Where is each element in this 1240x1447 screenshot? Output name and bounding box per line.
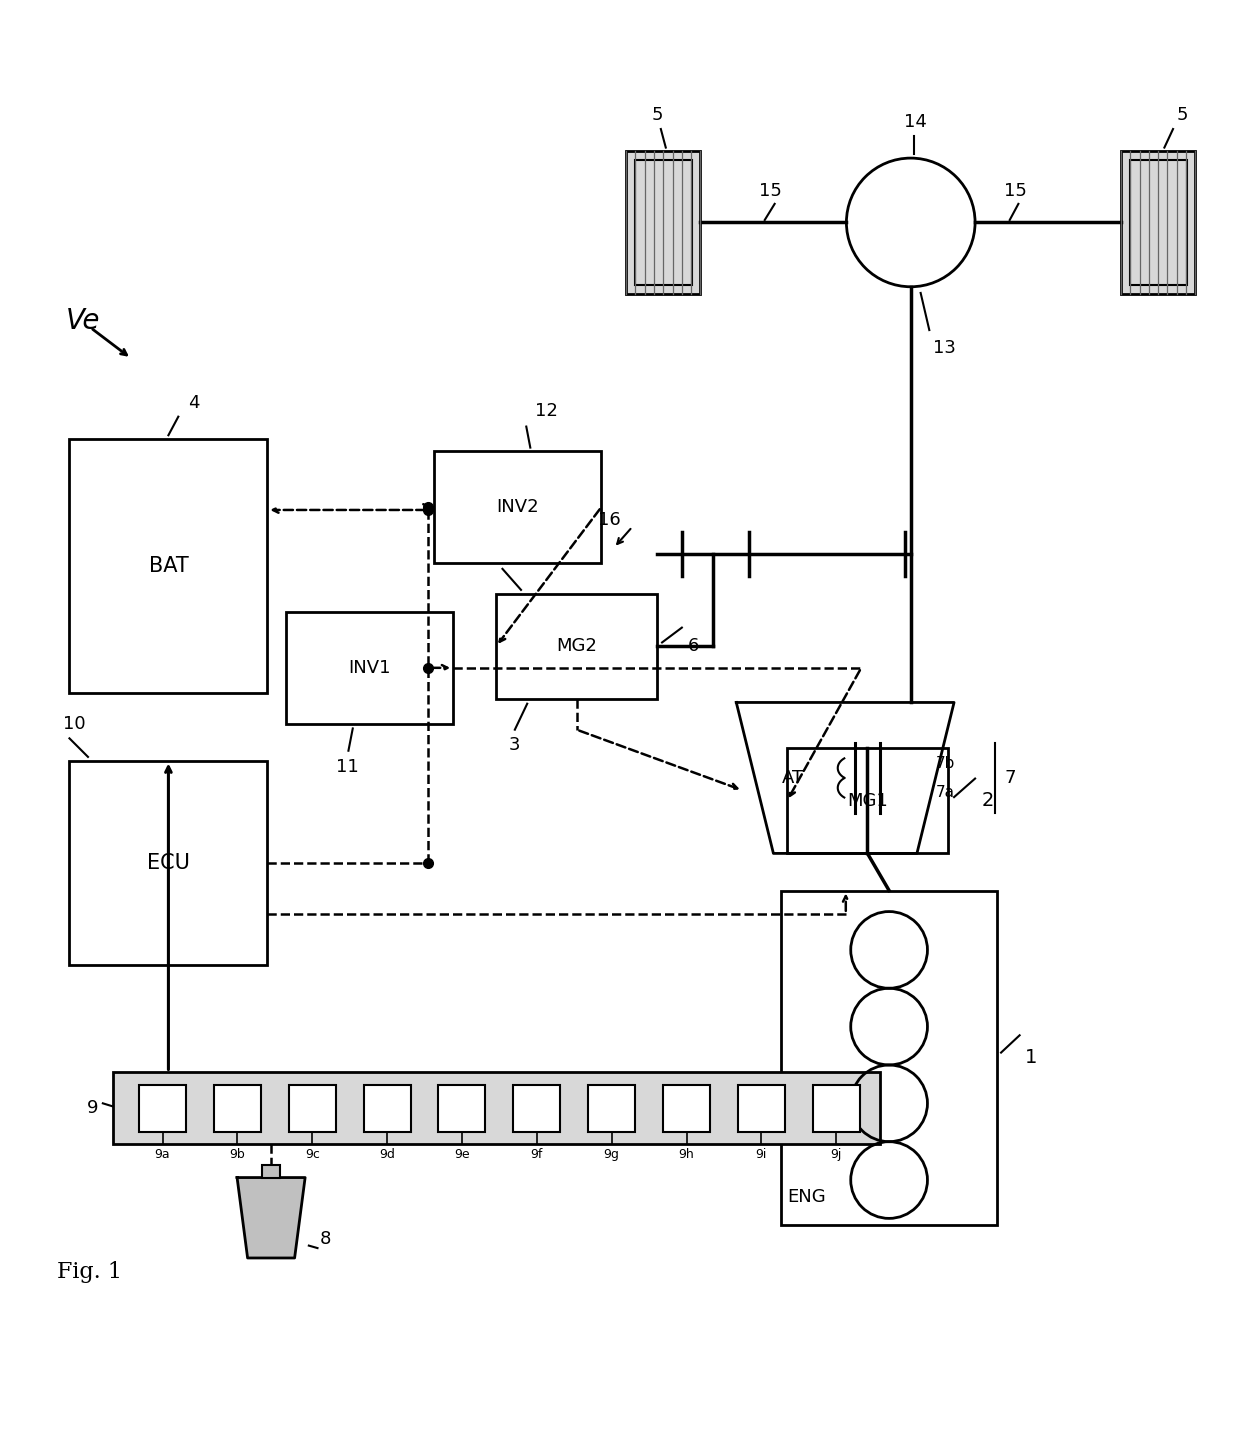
Bar (787, 748, 947, 854)
Text: 9c: 9c (305, 1147, 320, 1160)
Text: 11: 11 (336, 758, 358, 776)
Text: 9d: 9d (379, 1147, 396, 1160)
Text: 5: 5 (651, 106, 663, 124)
Text: Ve: Ve (66, 307, 100, 336)
Bar (69, 761, 268, 965)
Text: ECU: ECU (146, 852, 190, 873)
Text: MG2: MG2 (557, 637, 598, 655)
Text: 3: 3 (508, 737, 520, 754)
Bar (781, 890, 997, 1224)
Text: INV1: INV1 (348, 658, 391, 677)
Bar (588, 1085, 635, 1132)
Text: 9j: 9j (831, 1147, 842, 1160)
Bar (738, 1085, 785, 1132)
Bar (289, 1085, 336, 1132)
Bar (139, 1085, 186, 1132)
Text: 7a: 7a (935, 786, 955, 800)
Text: 9e: 9e (454, 1147, 470, 1160)
Polygon shape (237, 1178, 305, 1257)
Bar (213, 1085, 260, 1132)
Text: 14: 14 (904, 113, 928, 130)
Bar (812, 1085, 859, 1132)
Bar (434, 451, 601, 563)
Text: 12: 12 (534, 402, 558, 421)
Text: 9f: 9f (531, 1147, 543, 1160)
Bar (286, 612, 453, 724)
Bar (496, 593, 657, 699)
Text: MG1: MG1 (847, 792, 888, 810)
Bar (113, 1072, 880, 1145)
Text: ENG: ENG (787, 1188, 826, 1205)
Text: 15: 15 (759, 182, 781, 200)
Text: 16: 16 (598, 511, 620, 530)
Text: BAT: BAT (149, 556, 188, 576)
Text: 9a: 9a (155, 1147, 170, 1160)
Text: 6: 6 (688, 637, 699, 655)
Polygon shape (737, 702, 954, 854)
Bar (1130, 161, 1187, 285)
Text: 15: 15 (1003, 182, 1027, 200)
Bar (439, 1085, 485, 1132)
Text: INV2: INV2 (496, 498, 539, 517)
Text: 9h: 9h (678, 1147, 694, 1160)
Bar (363, 1085, 410, 1132)
Bar (262, 1165, 280, 1178)
Text: 9b: 9b (229, 1147, 246, 1160)
Text: Fig. 1: Fig. 1 (57, 1260, 122, 1282)
Text: 1: 1 (1024, 1048, 1037, 1066)
Text: AT: AT (782, 768, 805, 787)
Text: 5: 5 (1177, 106, 1188, 124)
Text: 8: 8 (320, 1230, 331, 1249)
Text: 2: 2 (981, 792, 993, 810)
Bar (626, 152, 701, 294)
Text: 4: 4 (188, 394, 200, 412)
Text: 9i: 9i (755, 1147, 768, 1160)
Text: 10: 10 (63, 715, 86, 734)
Bar (635, 161, 692, 285)
Text: 9g: 9g (604, 1147, 620, 1160)
Text: 3a: 3a (502, 544, 523, 563)
Bar (69, 438, 268, 693)
Text: 9: 9 (87, 1100, 98, 1117)
Text: 13: 13 (932, 339, 956, 357)
Text: 7b: 7b (935, 755, 955, 771)
Bar (1121, 152, 1195, 294)
Bar (663, 1085, 711, 1132)
Text: 7: 7 (1004, 768, 1017, 787)
Bar (513, 1085, 560, 1132)
